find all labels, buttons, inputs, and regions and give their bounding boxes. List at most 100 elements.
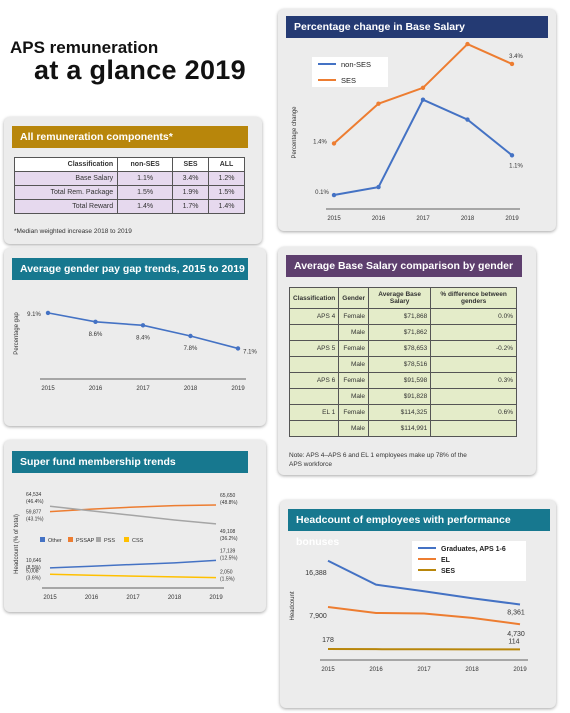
series-line-non-ses	[333, 98, 513, 197]
comparison-row: Male $71,862	[288, 324, 517, 341]
panel-title: Average Base Salary comparison by gender	[286, 255, 522, 277]
comparison-cell: Male	[338, 356, 370, 373]
y-axis-label: Percentage gap	[14, 312, 20, 355]
comparison-cell: $114,325	[368, 404, 432, 421]
data-label: (46.4%)	[26, 499, 44, 505]
data-label: (36.2%)	[220, 536, 238, 542]
x-tick-label: 2019	[231, 386, 245, 392]
comparison-cell: 0.3%	[430, 372, 517, 389]
panel-title: All remuneration components*	[12, 126, 248, 148]
series-line-pss	[49, 505, 217, 525]
data-point	[331, 192, 337, 198]
comparison-row: APS 5 Female $78,653 -0.2%	[288, 340, 517, 357]
components-cell: 1.9%	[172, 185, 210, 200]
comparison-row: Male $78,516	[288, 356, 517, 373]
data-label: 8,361	[507, 609, 525, 616]
x-tick-label: 2019	[505, 216, 519, 222]
x-tick-label: 2016	[372, 216, 386, 222]
x-tick-label: 2015	[41, 386, 55, 392]
legend-box	[312, 57, 388, 87]
data-point	[331, 141, 337, 146]
data-label: 1.1%	[509, 163, 523, 169]
legend-label: non-SES	[341, 60, 371, 69]
data-label: 8.6%	[89, 332, 103, 338]
data-point	[235, 346, 241, 351]
legend-label: CSS	[132, 538, 144, 544]
data-label: 4,730	[507, 631, 525, 638]
components-cell: 1.2%	[208, 171, 245, 186]
data-point	[45, 310, 51, 316]
data-point	[140, 323, 146, 328]
x-tick-label: 2015	[43, 595, 57, 601]
legend-label: PSS	[104, 538, 115, 544]
data-label: 8.4%	[136, 335, 150, 341]
components-cell: 1.4%	[208, 199, 245, 214]
data-label: 10,646	[26, 558, 42, 564]
comparison-cell	[430, 420, 517, 437]
data-label: 59,877	[26, 510, 42, 516]
gender-gap-chart: 2015 2016 2017 2018 2019 Percentage gap 9.1% 8.…	[14, 310, 257, 392]
series-line-el	[327, 605, 521, 626]
components-header-cell: SES	[172, 157, 210, 172]
components-header-cell: Classification	[13, 157, 119, 172]
legend-label: Other	[48, 538, 62, 544]
components-header-cell: non-SES	[117, 157, 174, 172]
components-cell: 1.5%	[117, 185, 174, 200]
super-fund-chart: 2015 2016 2017 2018 2019 Headcount (% of tota…	[14, 492, 238, 601]
x-tick-label: 2016	[369, 667, 383, 673]
comparison-cell: Male	[338, 388, 370, 405]
salary-comparison-table: Classification Gender Average Base Salary%…	[288, 287, 517, 437]
data-label: 17,139	[220, 548, 236, 554]
data-label: 49,108	[220, 529, 236, 535]
comparison-row: Male $114,991	[288, 420, 517, 437]
comparison-cell: $114,991	[368, 420, 432, 437]
comparison-cell	[288, 388, 340, 405]
data-label: 64,534	[26, 492, 42, 498]
comparison-cell: APS 5	[288, 340, 340, 357]
page-title-line2: at a glance 2019	[34, 55, 246, 85]
x-tick-label: 2017	[136, 386, 150, 392]
legend-swatch	[96, 537, 101, 542]
x-tick-label: 2016	[89, 386, 103, 392]
data-point	[376, 184, 381, 190]
series-line-other	[49, 559, 217, 569]
data-point	[188, 333, 193, 339]
components-table: Classification non-SES SES ALL Base Salary 1…	[13, 157, 245, 214]
data-point	[509, 153, 515, 158]
x-tick-label: 2018	[465, 667, 479, 673]
data-label: (43.1%)	[26, 517, 44, 523]
panel-title: Headcount of employees with performance …	[288, 509, 550, 548]
components-cell: 1.7%	[172, 199, 210, 214]
base-salary-chart: 2015 2016 2017 2018 2019 Percentage change 0.1…	[292, 41, 523, 222]
comparison-cell: APS 4	[288, 308, 340, 325]
comparison-cell	[430, 388, 517, 405]
series-line-graduates-aps-1-6	[327, 559, 521, 606]
comparison-cell: Female	[338, 404, 370, 421]
data-label: 3.4%	[509, 54, 523, 60]
x-tick-label: 2015	[321, 667, 335, 673]
legend-swatch	[68, 537, 73, 542]
comparison-row: APS 6 Female $91,598 0.3%	[288, 372, 517, 389]
comparison-cell: 0.0%	[430, 308, 517, 325]
comparison-cell: -0.2%	[430, 340, 517, 357]
components-row: Total Rem. Package 1.5% 1.9% 1.5%	[13, 185, 245, 200]
data-label: 16,388	[305, 570, 327, 577]
comparison-cell: $91,828	[368, 388, 432, 405]
data-label: (8.5%)	[26, 565, 41, 571]
data-point	[465, 41, 470, 47]
data-label: 178	[322, 637, 334, 644]
x-tick-label: 2019	[209, 595, 223, 601]
x-tick-label: 2017	[126, 595, 140, 601]
data-label: 2,050	[220, 570, 233, 576]
x-tick-label: 2015	[327, 216, 341, 222]
comparison-cell: Female	[338, 340, 370, 357]
components-cell: Total Reward	[13, 199, 119, 214]
comparison-cell	[430, 356, 517, 373]
x-tick-label: 2019	[513, 667, 527, 673]
x-tick-label: 2018	[461, 216, 475, 222]
legend-swatch	[40, 537, 45, 542]
comparison-header-cell: % difference between genders	[430, 287, 517, 309]
components-header-cell: ALL	[208, 157, 245, 172]
comparison-row: EL 1 Female $114,325 0.6%	[288, 404, 517, 421]
legend-swatch	[124, 537, 129, 542]
